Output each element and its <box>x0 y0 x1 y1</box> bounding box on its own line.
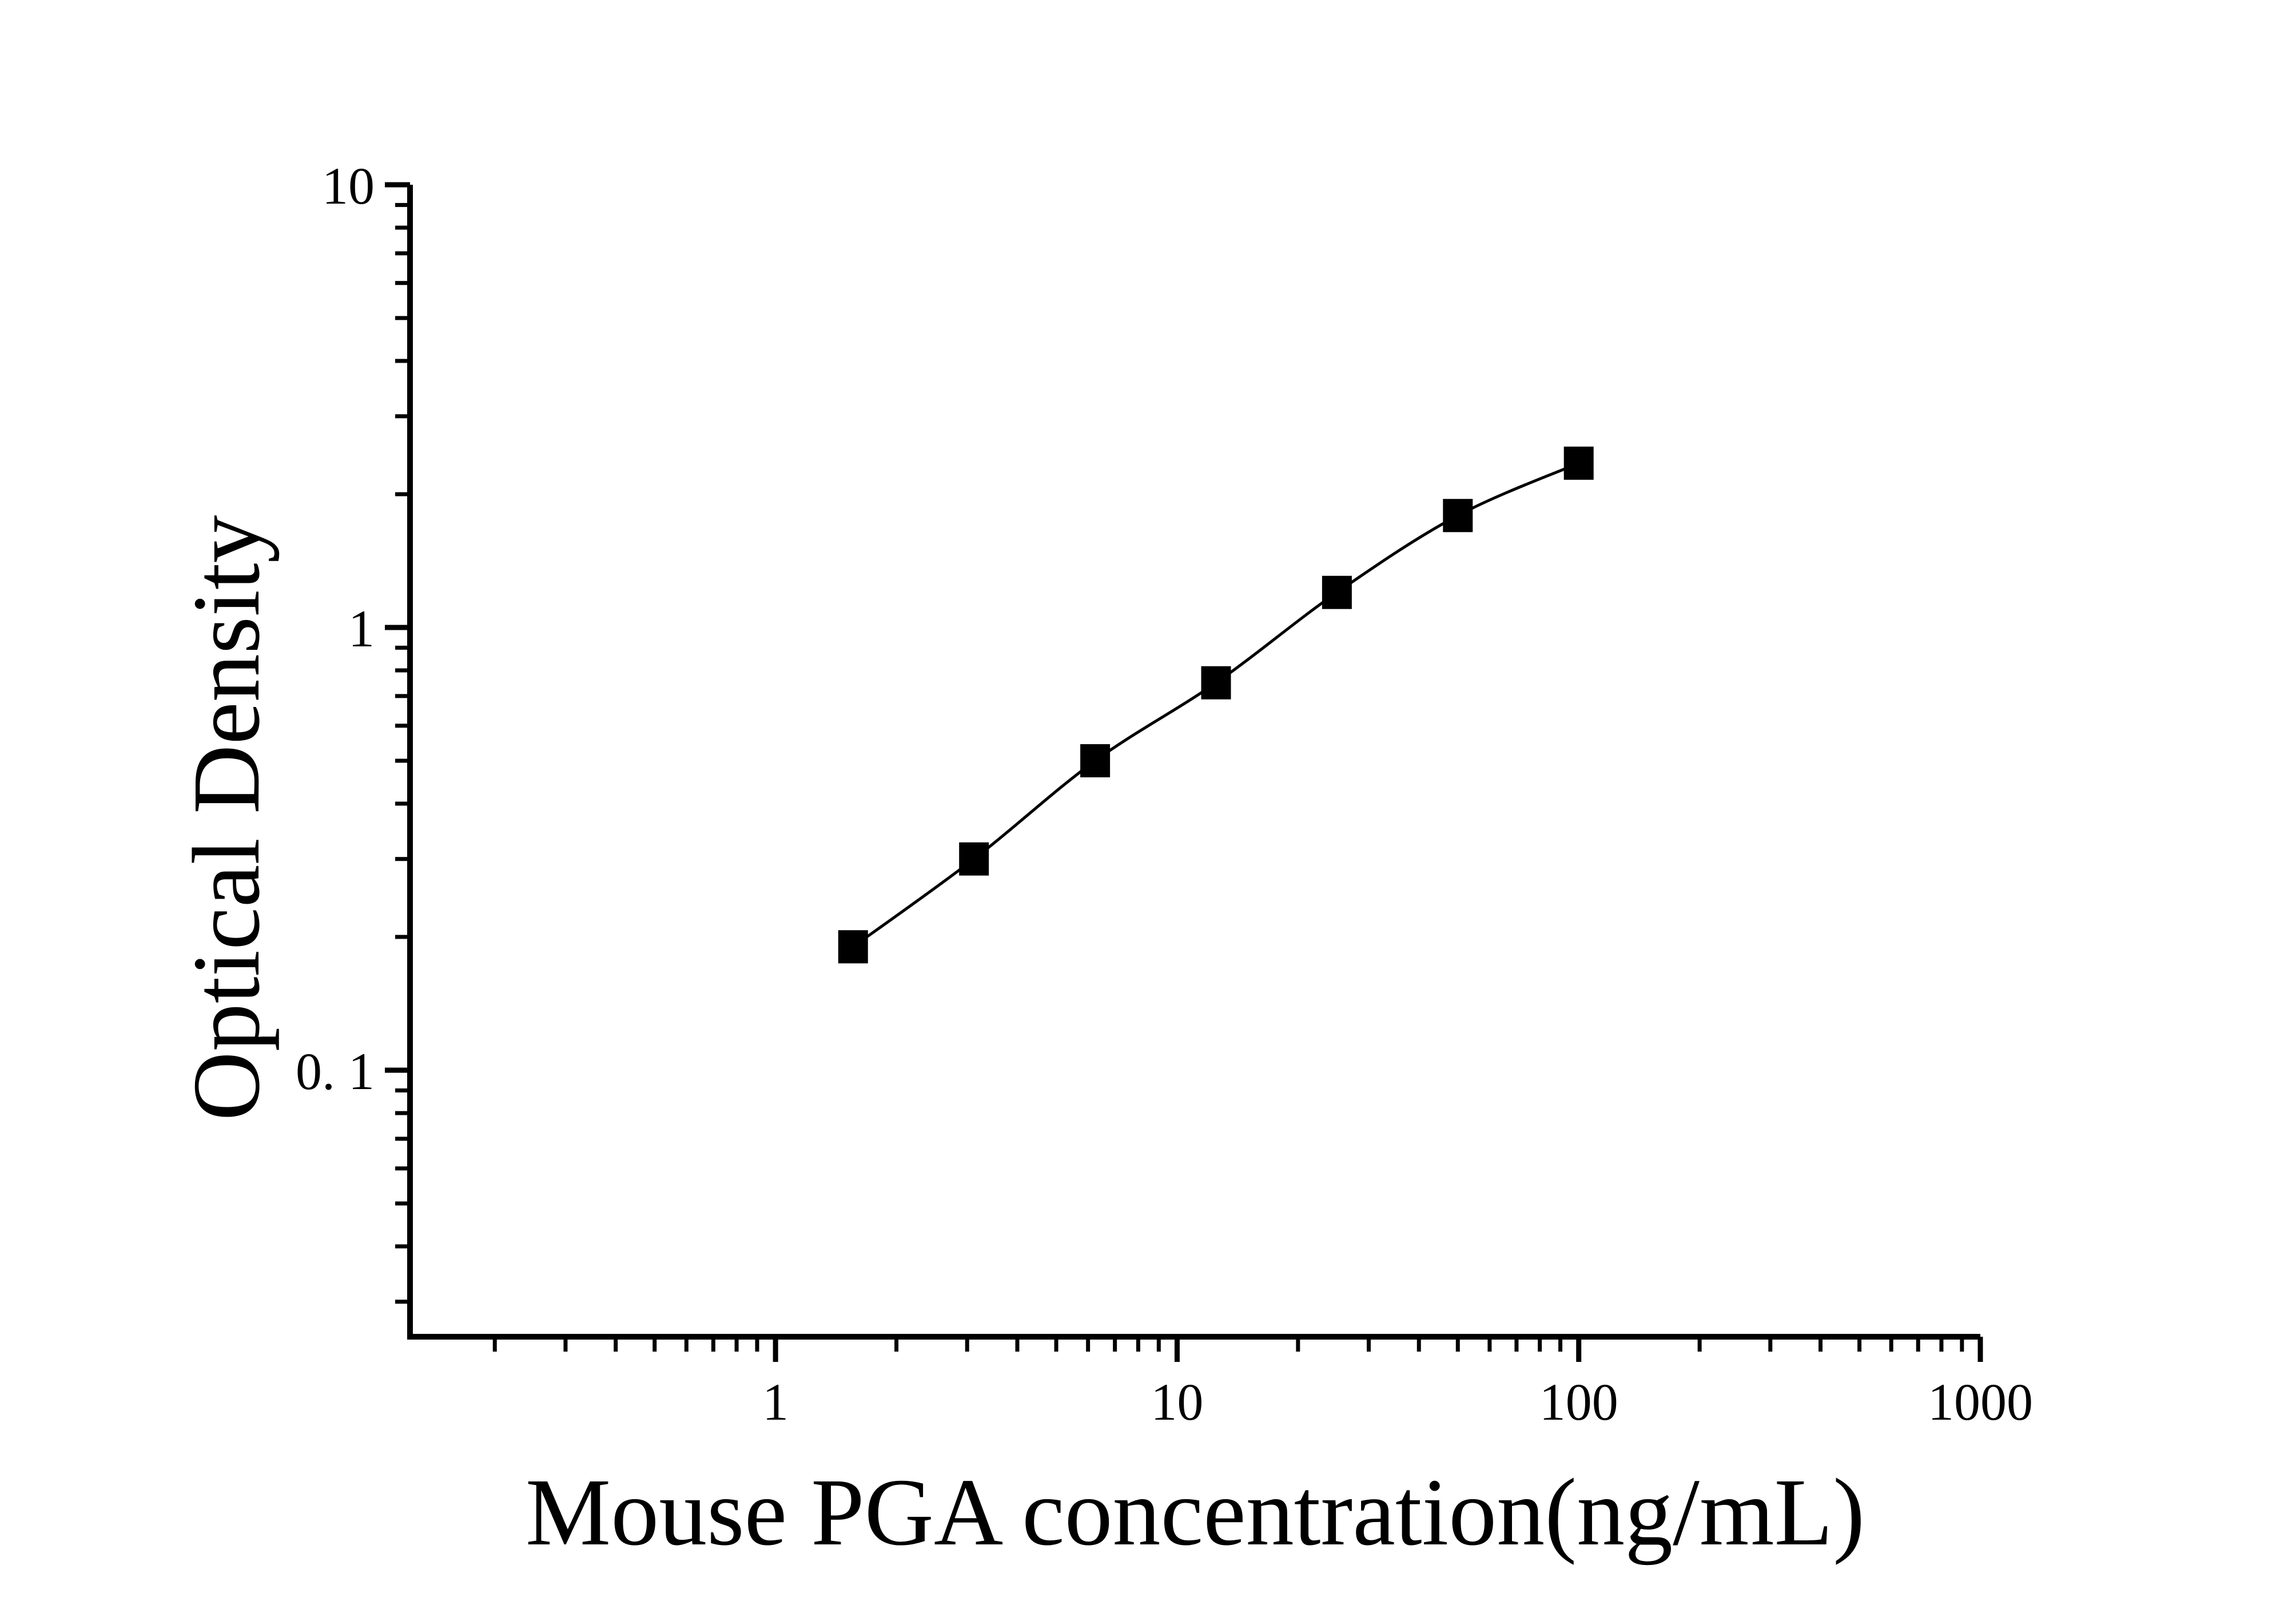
tick-labels-layer: 1 10 100 1000 10 1 0. 1 <box>296 157 2033 1431</box>
y-tick-label: 0. 1 <box>296 1042 375 1101</box>
axes-layer <box>407 185 1980 1340</box>
data-point-marker <box>1563 446 1594 480</box>
y-tick-label: 10 <box>322 157 375 215</box>
data-point-marker <box>959 842 989 876</box>
x-tick-label: 10 <box>1151 1373 1203 1431</box>
data-point-marker <box>1080 744 1111 777</box>
y-axis-title: Optical Density <box>173 515 280 1121</box>
major-ticks-layer <box>385 182 1983 1362</box>
minor-ticks-layer <box>395 202 1964 1352</box>
x-tick-label: 1000 <box>1928 1373 2033 1431</box>
x-tick-label: 100 <box>1539 1373 1618 1431</box>
data-point-marker <box>1201 666 1231 700</box>
y-tick-label: 1 <box>348 599 375 658</box>
data-point-marker <box>838 930 868 964</box>
series-layer <box>838 446 1594 964</box>
data-point-marker <box>1443 499 1473 533</box>
x-tick-label: 1 <box>762 1373 789 1431</box>
x-axis-title: Mouse PGA concentration(ng/mL) <box>526 1459 1865 1566</box>
data-point-marker <box>1322 575 1352 609</box>
